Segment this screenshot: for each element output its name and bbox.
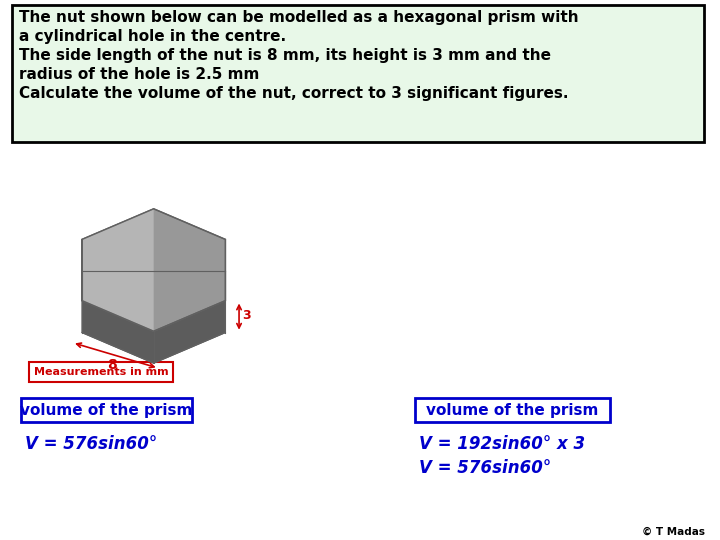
Text: V = 576sin60°: V = 576sin60° (25, 435, 157, 453)
FancyBboxPatch shape (415, 398, 610, 422)
FancyBboxPatch shape (12, 5, 704, 142)
Text: The side length of the nut is 8 mm, its height is 3 mm and the: The side length of the nut is 8 mm, its … (19, 48, 552, 63)
FancyBboxPatch shape (21, 398, 192, 422)
Text: © T Madas: © T Madas (642, 527, 705, 537)
Polygon shape (82, 209, 225, 331)
Text: volume of the prism: volume of the prism (20, 402, 193, 417)
Text: 3: 3 (242, 309, 251, 322)
Text: The nut shown below can be modelled as a hexagonal prism with: The nut shown below can be modelled as a… (19, 10, 579, 25)
Polygon shape (82, 301, 225, 363)
Text: V = 576sin60°: V = 576sin60° (419, 459, 551, 477)
Text: volume of the prism: volume of the prism (426, 402, 598, 417)
Text: V = 192sin60° x 3: V = 192sin60° x 3 (419, 435, 585, 453)
FancyBboxPatch shape (29, 362, 174, 382)
Polygon shape (82, 239, 225, 363)
Text: Measurements in mm: Measurements in mm (34, 367, 168, 377)
Polygon shape (82, 209, 153, 331)
Polygon shape (153, 209, 225, 331)
Text: Calculate the volume of the nut, correct to 3 significant figures.: Calculate the volume of the nut, correct… (19, 86, 569, 101)
Text: radius of the hole is 2.5 mm: radius of the hole is 2.5 mm (19, 67, 260, 82)
Text: a cylindrical hole in the centre.: a cylindrical hole in the centre. (19, 29, 287, 44)
Text: 8: 8 (107, 359, 117, 373)
